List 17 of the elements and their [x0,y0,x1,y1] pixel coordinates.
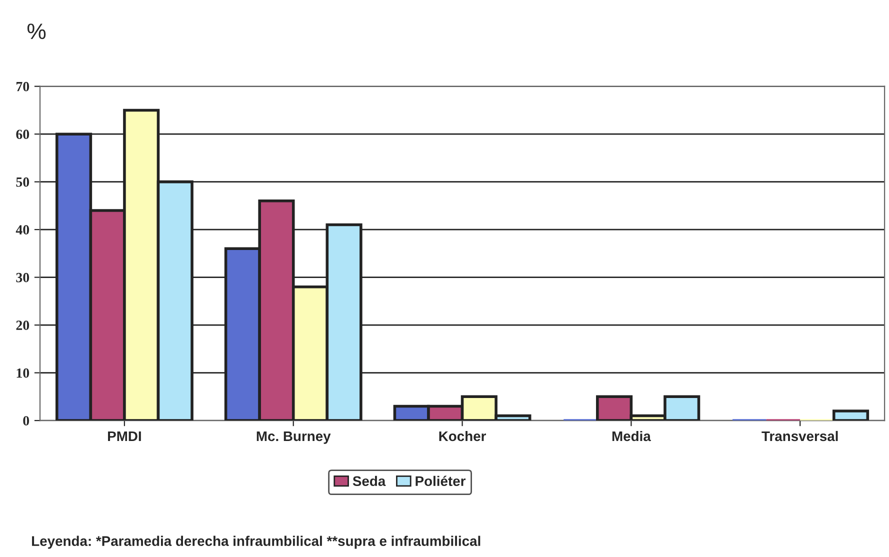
y-tick-label: 70 [16,82,30,92]
y-tick-label: 40 [16,225,30,235]
y-tick-label: 20 [16,320,30,330]
y-tick-label: 10 [16,368,30,378]
legend-label: Poliéter [416,476,466,486]
y-tick-label: 50 [16,177,30,187]
x-tick-label: Mc. Burney [256,431,331,444]
y-tick-label: 30 [16,272,30,282]
y-tick-label: 0 [23,416,30,426]
x-tick-label: PMDI [108,431,141,442]
text: Leyenda: *Paramedia derecha infraumbilical **supra e infraumbilical [32,536,480,549]
x-tick-label: Transversal [762,430,838,442]
x-tick-label: Kocher [439,430,486,442]
y-axis-title: % [27,24,46,40]
legend-label: Seda [352,476,386,486]
y-tick-label: 60 [16,130,30,140]
x-tick-label: Media [612,430,651,442]
